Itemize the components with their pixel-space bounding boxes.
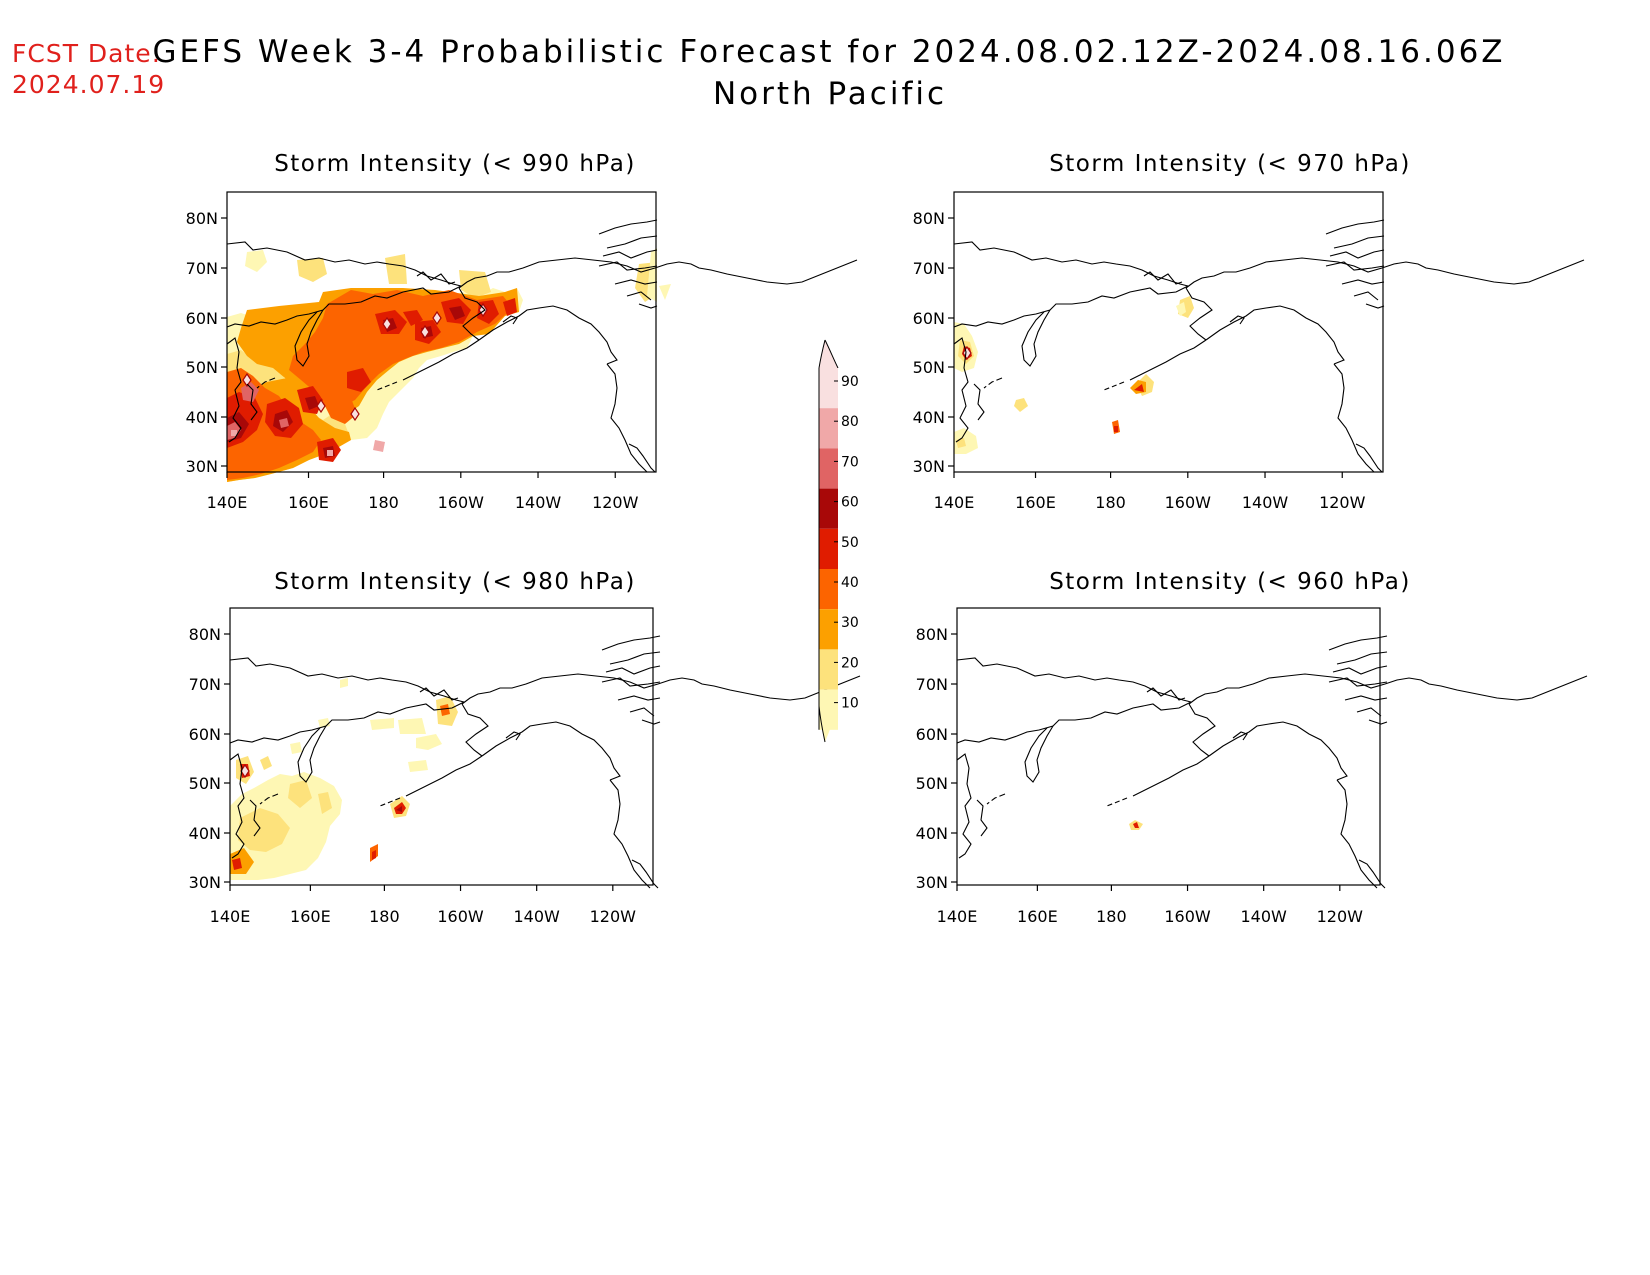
forecast-date-label: FCST Date: 2024.07.19 (12, 38, 165, 100)
coastline-980 (229, 635, 861, 889)
lat-tick-label: 40N (913, 408, 945, 427)
map-frame-980 (229, 607, 654, 886)
lon-tick-label: 180 (369, 907, 400, 926)
lat-tick-label: 70N (913, 259, 945, 278)
lat-tick-label: 40N (186, 408, 218, 427)
lon-tick-label: 140E (207, 493, 248, 512)
lat-tick-label: 30N (186, 457, 218, 476)
lat-tick-label: 60N (913, 309, 945, 328)
lat-tick-label: 70N (186, 259, 218, 278)
lon-tick-label: 180 (1095, 493, 1126, 512)
lat-tick-label: 30N (913, 457, 945, 476)
lon-tick-label: 180 (368, 493, 399, 512)
lat-tick-label: 80N (916, 625, 948, 644)
region-subtitle: North Pacific (712, 76, 948, 112)
lat-tick-label: 60N (189, 725, 221, 744)
coastline-970 (953, 219, 1585, 473)
panel-title-p980: Storm Intensity (< 980 hPa) (274, 569, 636, 595)
colorbar-swatch (819, 528, 838, 569)
forecast-title: GEFS Week 3-4 Probabilistic Forecast for… (152, 34, 1506, 70)
colorbar-label: 30 (841, 615, 859, 631)
lat-tick-label: 40N (189, 824, 221, 843)
map-frame-970 (953, 191, 1384, 473)
map-panel-970 (953, 191, 1585, 473)
colorbar-swatches (818, 368, 838, 730)
lon-tick-label: 120W (1319, 493, 1366, 512)
lon-tick-label: 140W (515, 493, 562, 512)
lon-tick-label: 180 (1096, 907, 1127, 926)
lon-tick-label: 140W (1240, 907, 1287, 926)
lat-tick-label: 70N (916, 675, 948, 694)
lat-tick-label: 60N (186, 309, 218, 328)
page-title: GEFS Week 3-4 Probabilistic Forecast for… (0, 31, 1650, 115)
lon-tick-label: 120W (590, 907, 637, 926)
lon-tick-label: 140W (513, 907, 560, 926)
lat-tick-label: 60N (916, 725, 948, 744)
colorbar-labels: 90 80 70 60 50 40 30 20 10 (834, 374, 859, 712)
lat-tick-label: 30N (916, 873, 948, 892)
colorbar-swatch (819, 408, 838, 449)
lon-tick-label: 160E (288, 493, 329, 512)
colorbar-swatch (819, 609, 838, 650)
colorbar-swatch (819, 649, 838, 690)
probability-shading-980 (230, 678, 458, 880)
lat-tick-label: 80N (186, 209, 218, 228)
colorbar-swatch (819, 488, 838, 529)
panel-title-p960: Storm Intensity (< 960 hPa) (1049, 569, 1411, 595)
lat-tick-label: 50N (189, 774, 221, 793)
map-panel-960 (956, 607, 1588, 889)
lat-tick-label: 40N (916, 824, 948, 843)
panel-title-p990: Storm Intensity (< 990 hPa) (274, 151, 636, 177)
lat-tick-label: 50N (913, 358, 945, 377)
colorbar-label: 90 (841, 374, 859, 390)
lon-tick-label: 140W (1242, 493, 1289, 512)
colorbar-swatch (819, 448, 838, 489)
map-frame-960 (956, 607, 1381, 886)
coastline-960 (956, 635, 1588, 889)
lat-tick-label: 30N (189, 873, 221, 892)
map-panel-980 (229, 607, 861, 889)
colorbar-label: 60 (841, 495, 859, 511)
lat-tick-label: 50N (916, 774, 948, 793)
lon-tick-label: 140E (934, 493, 975, 512)
lat-tick-label: 50N (186, 358, 218, 377)
colorbar-swatch (819, 368, 838, 409)
probability-shading-970 (954, 296, 1194, 454)
colorbar-label: 50 (841, 535, 859, 551)
fcst-date-value: 2024.07.19 (12, 70, 166, 99)
lon-tick-label: 160E (1015, 493, 1056, 512)
lat-tick-label: 80N (189, 625, 221, 644)
lon-tick-label: 160W (1164, 907, 1211, 926)
lon-tick-label: 140E (210, 907, 251, 926)
lon-tick-label: 120W (592, 493, 639, 512)
probability-shading-960 (1129, 820, 1143, 830)
lon-tick-label: 160W (1165, 493, 1212, 512)
lon-tick-label: 160E (1017, 907, 1058, 926)
lon-tick-label: 120W (1317, 907, 1364, 926)
lon-tick-label: 160E (290, 907, 331, 926)
colorbar-label: 10 (841, 696, 859, 712)
colorbar-swatch (819, 569, 838, 610)
colorbar-label: 70 (841, 454, 859, 470)
colorbar: 90 80 70 60 50 40 30 20 10 (818, 339, 859, 743)
probability-shading-990 (227, 248, 671, 482)
map-frame-990 (226, 191, 657, 473)
lon-tick-label: 160W (437, 907, 484, 926)
lon-tick-label: 160W (438, 493, 485, 512)
panel-title-p970: Storm Intensity (< 970 hPa) (1049, 151, 1411, 177)
colorbar-label: 80 (841, 414, 859, 430)
colorbar-label: 40 (841, 575, 859, 591)
map-panel-990 (226, 191, 858, 482)
fcst-date-label: FCST Date: (12, 39, 162, 68)
lon-tick-label: 140E (937, 907, 978, 926)
colorbar-label: 20 (841, 655, 859, 671)
lat-tick-label: 80N (913, 209, 945, 228)
lat-tick-label: 70N (189, 675, 221, 694)
